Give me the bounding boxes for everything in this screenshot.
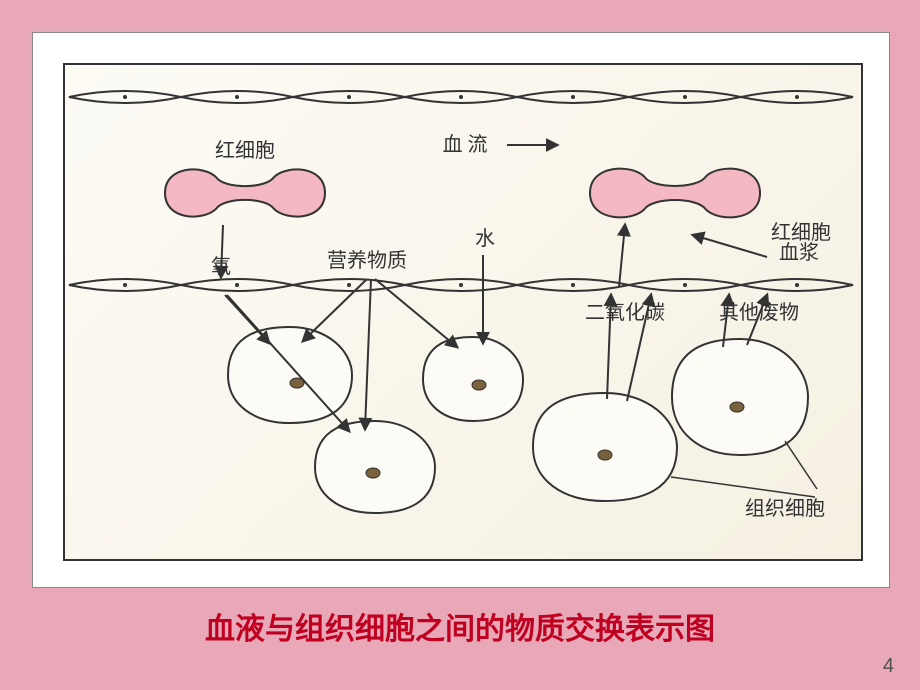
wall-nucleus bbox=[123, 95, 127, 99]
tissue-cell bbox=[315, 421, 435, 513]
label-nutrient: 营养物质 bbox=[327, 249, 407, 272]
red-blood-cell bbox=[165, 169, 325, 216]
wall-nucleus bbox=[123, 283, 127, 287]
wall-nucleus bbox=[795, 95, 799, 99]
tissue-nucleus bbox=[366, 468, 380, 478]
plasma-arrow bbox=[693, 235, 767, 257]
label-rbc2: 红细胞 bbox=[771, 221, 831, 244]
tissue-nucleus bbox=[730, 402, 744, 412]
wall-nucleus bbox=[235, 283, 239, 287]
label-plasma: 血浆 bbox=[779, 241, 819, 264]
wall-nucleus bbox=[235, 95, 239, 99]
tissue-indicator-line bbox=[785, 441, 817, 489]
wall-nucleus bbox=[571, 95, 575, 99]
wall-nucleus bbox=[347, 283, 351, 287]
red-blood-cell bbox=[590, 169, 760, 218]
slide-root: 红细胞红细胞血 流氧营养物质水二氧化碳其他废物血浆组织细胞 血液与组织细胞之间的… bbox=[0, 0, 920, 690]
label-oxygen: 氧 bbox=[211, 255, 231, 278]
tissue-cell bbox=[533, 393, 677, 501]
wall-nucleus bbox=[683, 95, 687, 99]
arrow-down bbox=[375, 279, 457, 347]
label-waste: 其他废物 bbox=[719, 301, 799, 324]
arrow-down bbox=[365, 279, 371, 429]
tissue-cell bbox=[672, 339, 808, 455]
tissue-cell bbox=[228, 327, 352, 423]
tissue-cell bbox=[423, 337, 523, 421]
label-bloodflow: 血 流 bbox=[443, 133, 488, 156]
diagram-inner: 红细胞红细胞血 流氧营养物质水二氧化碳其他废物血浆组织细胞 bbox=[63, 63, 863, 561]
diagram-svg: 红细胞红细胞血 流氧营养物质水二氧化碳其他废物血浆组织细胞 bbox=[65, 65, 861, 559]
page-number: 4 bbox=[883, 655, 894, 678]
arrow-up bbox=[619, 225, 625, 287]
tissue-indicator-line bbox=[671, 477, 815, 497]
wall-nucleus bbox=[571, 283, 575, 287]
wall-nucleus bbox=[795, 283, 799, 287]
label-rbc1: 红细胞 bbox=[215, 139, 275, 162]
caption: 血液与组织细胞之间的物质交换表示图 bbox=[0, 604, 920, 648]
label-tissue: 组织细胞 bbox=[745, 497, 825, 520]
wall-nucleus bbox=[459, 95, 463, 99]
wall-nucleus bbox=[347, 95, 351, 99]
diagram-panel: 红细胞红细胞血 流氧营养物质水二氧化碳其他废物血浆组织细胞 bbox=[32, 32, 890, 588]
label-water: 水 bbox=[475, 227, 495, 250]
wall-nucleus bbox=[459, 283, 463, 287]
tissue-nucleus bbox=[598, 450, 612, 460]
tissue-nucleus bbox=[472, 380, 486, 390]
wall-nucleus bbox=[683, 283, 687, 287]
label-co2: 二氧化碳 bbox=[585, 301, 665, 324]
